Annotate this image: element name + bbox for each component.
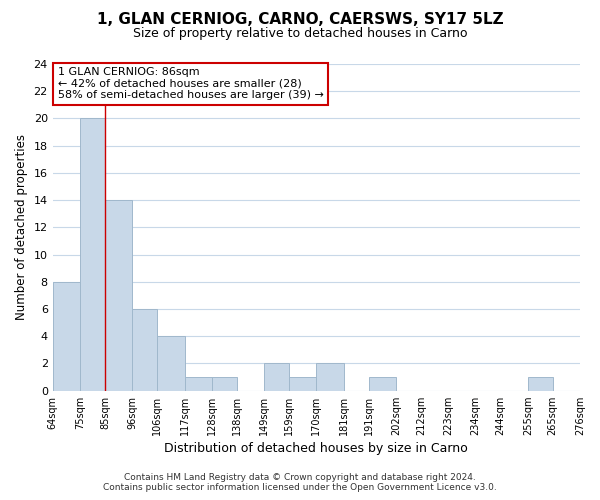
Text: 1 GLAN CERNIOG: 86sqm
← 42% of detached houses are smaller (28)
58% of semi-deta: 1 GLAN CERNIOG: 86sqm ← 42% of detached … <box>58 68 324 100</box>
X-axis label: Distribution of detached houses by size in Carno: Distribution of detached houses by size … <box>164 442 468 455</box>
Bar <box>580 377 600 390</box>
Bar <box>53 282 80 391</box>
Text: Size of property relative to detached houses in Carno: Size of property relative to detached ho… <box>133 28 467 40</box>
Text: 1, GLAN CERNIOG, CARNO, CAERSWS, SY17 5LZ: 1, GLAN CERNIOG, CARNO, CAERSWS, SY17 5L… <box>97 12 503 28</box>
Bar <box>289 377 316 390</box>
Bar <box>185 377 212 390</box>
Bar <box>105 200 132 390</box>
Bar <box>368 377 396 390</box>
Bar <box>528 377 553 390</box>
Y-axis label: Number of detached properties: Number of detached properties <box>15 134 28 320</box>
Bar <box>212 377 237 390</box>
Bar <box>80 118 105 390</box>
Bar <box>316 364 344 390</box>
Bar <box>264 364 289 390</box>
Bar <box>132 309 157 390</box>
Text: Contains HM Land Registry data © Crown copyright and database right 2024.
Contai: Contains HM Land Registry data © Crown c… <box>103 473 497 492</box>
Bar <box>157 336 185 390</box>
